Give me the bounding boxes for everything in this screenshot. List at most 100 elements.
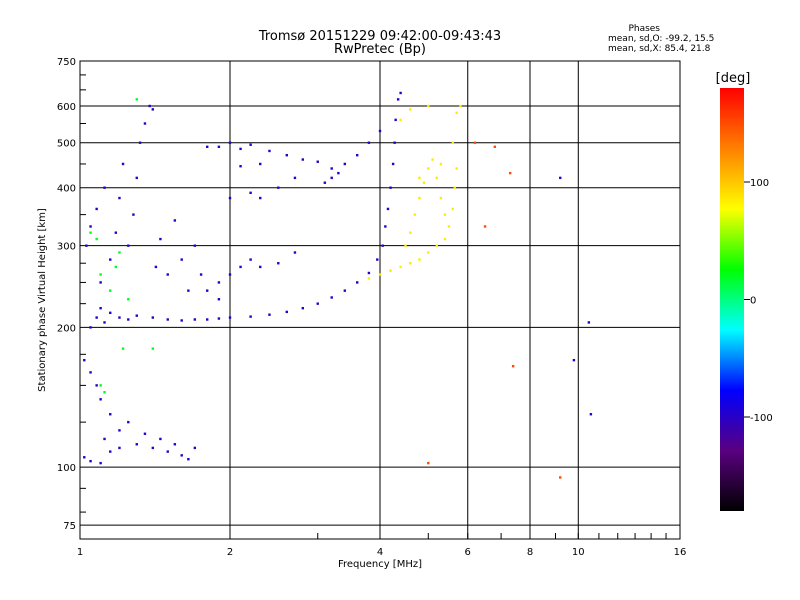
data-point — [404, 244, 407, 247]
data-point — [393, 141, 396, 144]
data-point — [427, 251, 430, 254]
data-point — [135, 314, 138, 317]
data-point — [587, 321, 591, 324]
data-point — [391, 162, 395, 166]
data-point — [399, 118, 402, 122]
data-point — [205, 318, 209, 321]
data-point — [99, 384, 102, 387]
data-point — [83, 358, 86, 362]
data-point — [151, 446, 155, 450]
colorbar-label: [deg] — [716, 71, 751, 86]
data-point — [559, 476, 562, 479]
y-axis-ticks: 75 100 200 300 400 500 600 750 — [57, 57, 86, 532]
data-point — [249, 191, 252, 195]
data-point — [135, 443, 138, 446]
data-point — [103, 321, 106, 324]
x-tick-label: 4 — [377, 547, 383, 558]
data-point — [180, 454, 183, 457]
data-point — [109, 413, 112, 416]
data-point — [118, 446, 121, 450]
data-point — [399, 265, 402, 269]
data-point — [277, 186, 280, 189]
data-point — [151, 316, 155, 319]
data-point — [337, 171, 340, 175]
data-point — [127, 298, 130, 301]
data-point — [443, 213, 447, 216]
data-point — [99, 273, 102, 276]
data-point — [95, 237, 98, 241]
data-point — [103, 186, 106, 189]
data-point — [355, 153, 359, 157]
data-point — [228, 316, 232, 319]
data-point — [166, 273, 169, 276]
data-point — [455, 167, 458, 170]
data-point — [228, 196, 232, 200]
data-point — [447, 225, 451, 228]
data-point — [118, 196, 121, 200]
data-point — [228, 273, 232, 276]
data-point — [418, 196, 421, 200]
colorbar-tick-label: 100 — [750, 178, 769, 189]
data-point — [330, 296, 333, 299]
data-point — [427, 104, 430, 108]
data-point — [151, 108, 155, 111]
data-point — [409, 262, 412, 265]
data-point — [343, 162, 347, 166]
y-tick-label: 100 — [57, 463, 76, 474]
y-tick-label: 750 — [57, 57, 76, 68]
data-point — [99, 398, 102, 401]
data-point — [205, 289, 209, 292]
data-point — [355, 281, 359, 284]
data-point — [109, 311, 112, 315]
data-point — [180, 319, 183, 322]
data-point — [187, 289, 190, 292]
data-point — [205, 145, 209, 148]
data-point — [293, 251, 297, 254]
data-point — [378, 129, 382, 133]
data-point — [268, 149, 271, 153]
data-point — [85, 244, 88, 247]
data-point — [109, 289, 112, 292]
data-point — [118, 429, 121, 432]
phases-x-stats: mean, sd,X: 85.4, 21.8 — [608, 44, 711, 54]
data-point — [409, 231, 412, 234]
data-point — [389, 186, 392, 189]
data-point — [378, 273, 382, 276]
colorbar-ticks: 100 0 -100 — [744, 178, 773, 424]
data-point — [483, 225, 487, 228]
data-point — [114, 231, 118, 234]
data-point — [259, 265, 262, 269]
data-point — [109, 258, 112, 261]
data-point — [451, 207, 455, 211]
data-point — [118, 251, 121, 254]
data-point — [217, 298, 221, 301]
data-point — [138, 141, 142, 144]
data-point — [143, 432, 147, 435]
data-point — [493, 145, 497, 148]
data-point — [99, 461, 102, 465]
data-points — [83, 91, 593, 479]
colorbar-tick-label: -100 — [750, 413, 773, 424]
data-point — [453, 186, 456, 189]
data-point — [193, 244, 197, 247]
data-point — [301, 306, 305, 310]
data-point — [109, 450, 112, 453]
data-point — [459, 104, 462, 108]
data-point — [99, 306, 102, 310]
x-axis-label: Frequency [MHz] — [338, 559, 422, 570]
data-point — [114, 265, 118, 269]
data-point — [422, 181, 426, 184]
data-point — [154, 265, 158, 269]
data-point — [103, 437, 106, 441]
data-point — [199, 273, 203, 276]
data-point — [435, 176, 438, 180]
x-axis-ticks: 1 2 4 6 8 10 16 — [77, 533, 686, 558]
data-point — [135, 176, 138, 180]
phases-title: Phases — [628, 24, 660, 34]
data-point — [118, 316, 121, 319]
data-point — [95, 384, 98, 387]
data-point — [316, 160, 319, 163]
data-point — [367, 271, 371, 275]
data-point — [323, 181, 327, 184]
